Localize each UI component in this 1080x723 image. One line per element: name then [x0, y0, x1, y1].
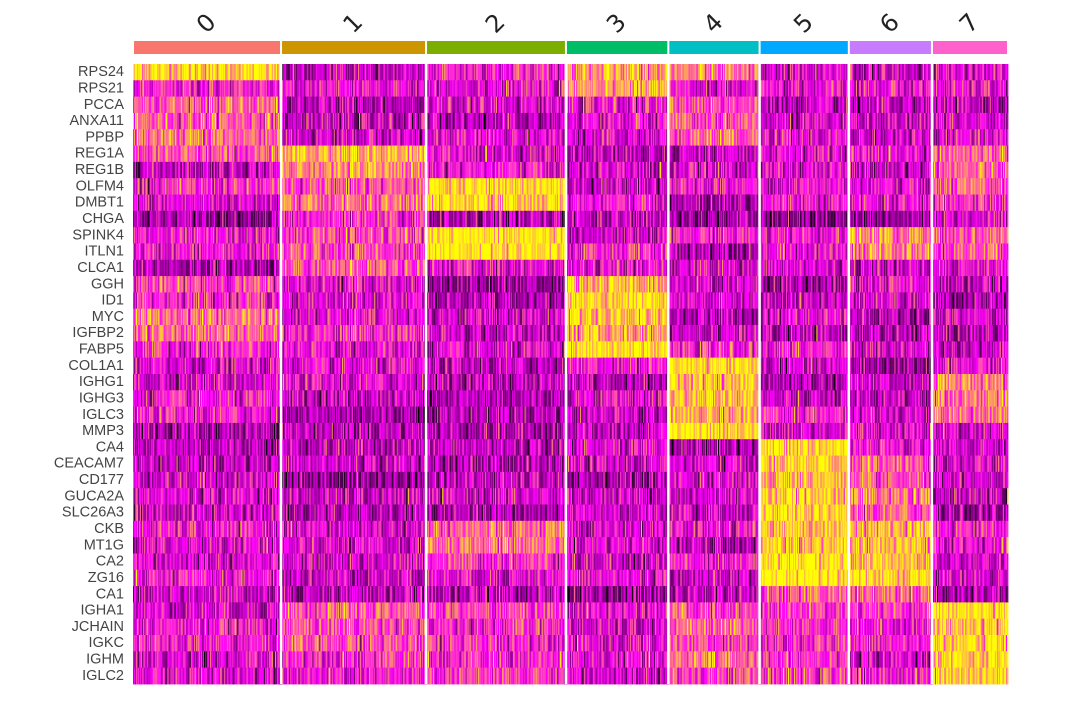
gene-label-spink4: SPINK4 [72, 227, 124, 243]
gene-labels: RPS24RPS21PCCAANXA11PPBPREG1AREG1BOLFM4D… [54, 64, 124, 684]
gene-label-chga: CHGA [82, 211, 124, 227]
gene-label-fabp5: FABP5 [79, 342, 124, 358]
cluster-bar-6 [850, 41, 931, 54]
gene-label-pcca: PCCA [84, 97, 125, 113]
gene-label-ighg3: IGHG3 [79, 390, 124, 406]
cluster-annotation-bars [134, 41, 1007, 54]
cluster-label-5: 5 [788, 8, 819, 39]
gene-label-ca2: CA2 [96, 554, 124, 570]
cluster-label-1: 1 [338, 8, 369, 39]
gene-label-slc26a3: SLC26A3 [62, 505, 124, 521]
gene-label-jchain: JCHAIN [72, 619, 124, 635]
gene-label-zg16: ZG16 [88, 570, 124, 586]
cluster-bar-0 [134, 41, 280, 54]
gene-label-ca4: CA4 [96, 439, 124, 455]
cluster-bar-7 [933, 41, 1007, 54]
gene-label-olfm4: OLFM4 [76, 178, 124, 194]
gene-label-iglc2: IGLC2 [82, 668, 124, 684]
gene-label-guca2a: GUCA2A [64, 488, 124, 504]
cluster-label-6: 6 [874, 8, 905, 39]
gene-label-ighg1: IGHG1 [79, 374, 124, 390]
gene-label-col1a1: COL1A1 [68, 358, 124, 374]
gene-label-ighm: IGHM [86, 652, 124, 668]
gene-label-ppbp: PPBP [85, 129, 124, 145]
gene-label-dmbt1: DMBT1 [75, 195, 124, 211]
cluster-bar-1 [282, 41, 425, 54]
cluster-label-7: 7 [954, 8, 985, 39]
gene-label-clca1: CLCA1 [77, 260, 124, 276]
cluster-label-3: 3 [601, 8, 632, 39]
expression-heatmap: 0 1 2 3 4 5 6 7 RPS24RPS21PCCAANXA11PPBPREG1ARE… [0, 0, 1080, 723]
heatmap-cells [133, 64, 1008, 684]
gene-label-ggh: GGH [91, 276, 124, 292]
gene-label-ckb: CKB [94, 521, 124, 537]
cluster-bar-4 [669, 41, 758, 54]
gene-label-cd177: CD177 [79, 472, 124, 488]
gene-label-id1: ID1 [101, 293, 124, 309]
cluster-bar-5 [761, 41, 848, 54]
gene-label-mmp3: MMP3 [82, 423, 124, 439]
gene-label-rps21: RPS21 [78, 80, 124, 96]
gene-label-rps24: RPS24 [78, 64, 124, 80]
gene-label-igha1: IGHA1 [80, 603, 124, 619]
gene-label-myc: MYC [92, 309, 124, 325]
gene-label-ceacam7: CEACAM7 [54, 456, 124, 472]
gene-label-reg1a: REG1A [75, 146, 124, 162]
cluster-label-4: 4 [698, 8, 729, 39]
cluster-label-0: 0 [191, 8, 222, 39]
gene-label-ca1: CA1 [96, 586, 124, 602]
gene-label-mt1g: MT1G [84, 537, 124, 553]
cluster-label-2: 2 [480, 8, 511, 39]
cluster-labels: 0 1 2 3 4 5 6 7 [191, 8, 985, 39]
cluster-bar-3 [567, 41, 667, 54]
gene-label-igkc: IGKC [89, 635, 124, 651]
gene-label-reg1b: REG1B [75, 162, 124, 178]
gene-label-itln1: ITLN1 [85, 244, 125, 260]
gene-label-anxa11: ANXA11 [69, 113, 124, 129]
cluster-bar-2 [427, 41, 565, 54]
gene-label-igfbp2: IGFBP2 [72, 325, 124, 341]
gene-label-iglc3: IGLC3 [82, 407, 124, 423]
